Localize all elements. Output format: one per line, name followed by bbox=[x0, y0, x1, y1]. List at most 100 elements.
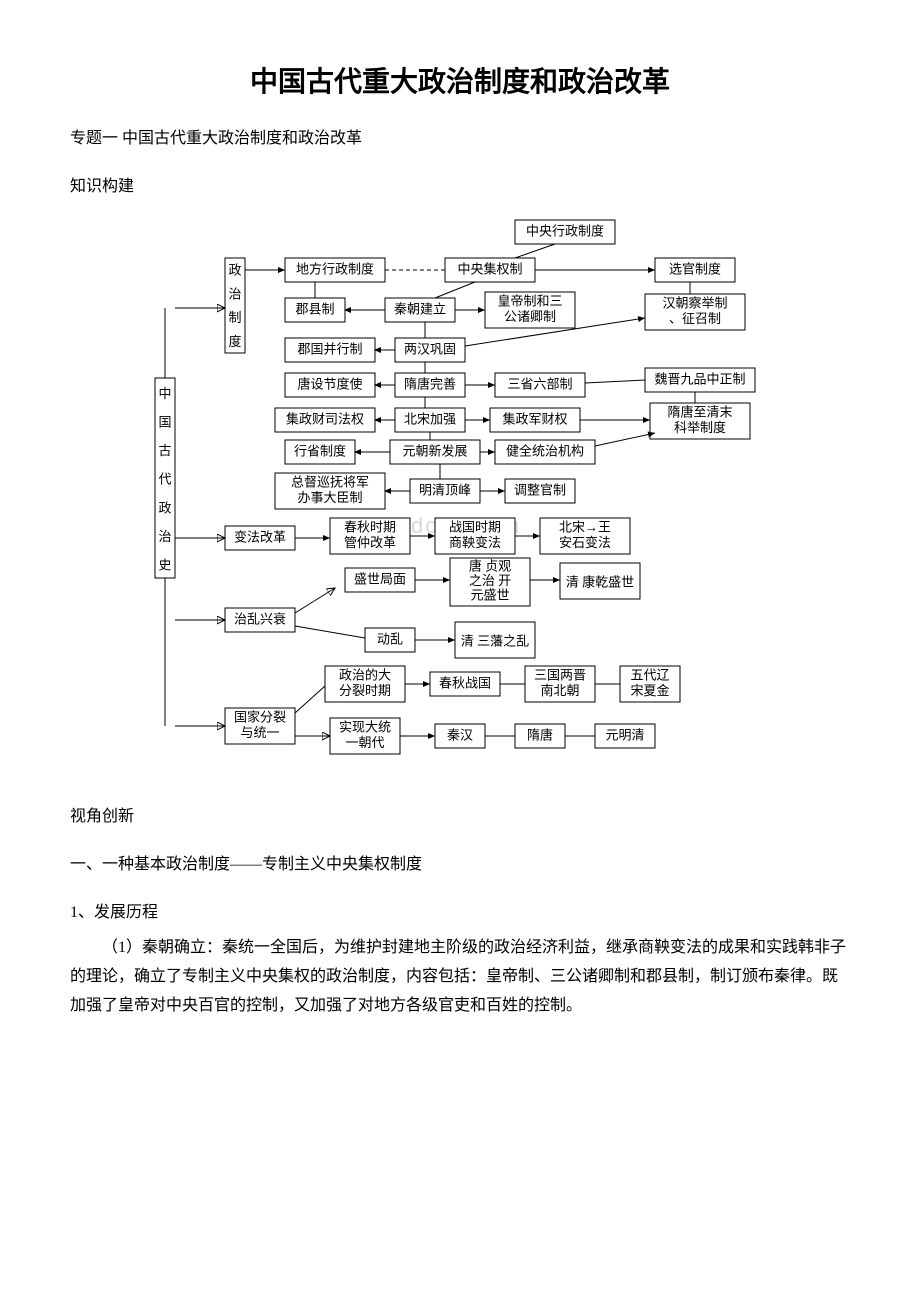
svg-text:秦汉: 秦汉 bbox=[447, 728, 473, 743]
edge-cent-cadmin bbox=[515, 244, 555, 258]
svg-text:总督巡抚将军: 总督巡抚将军 bbox=[291, 474, 369, 489]
node-bfgg: 变法改革 bbox=[225, 526, 295, 550]
svg-text:国: 国 bbox=[158, 415, 171, 430]
node-qingss: 清 康乾盛世 bbox=[560, 563, 640, 599]
node-yuan: 元朝新发展 bbox=[390, 440, 480, 464]
svg-text:春秋时期: 春秋时期 bbox=[344, 519, 396, 534]
svg-text:隋唐: 隋唐 bbox=[527, 728, 553, 743]
node-wdl: 五代辽宋夏金 bbox=[620, 666, 680, 702]
node-cent: 中央集权制 bbox=[445, 258, 535, 282]
node-jjcq: 集政军财权 bbox=[490, 408, 580, 432]
node-bswas: 北宋→王安石变法 bbox=[540, 518, 630, 554]
svg-text:商鞅变法: 商鞅变法 bbox=[449, 535, 501, 550]
svg-text:动乱: 动乱 bbox=[377, 632, 403, 647]
svg-text:隋唐至清末: 隋唐至清末 bbox=[667, 404, 732, 419]
svg-text:郡国并行制: 郡国并行制 bbox=[297, 342, 362, 357]
svg-text:制: 制 bbox=[228, 310, 241, 325]
svg-text:健全统治机构: 健全统治机构 bbox=[506, 444, 584, 459]
svg-text:安石变法: 安石变法 bbox=[559, 535, 611, 550]
svg-text:调整官制: 调整官制 bbox=[514, 483, 566, 498]
svg-text:清 三藩之乱: 清 三藩之乱 bbox=[461, 634, 529, 649]
svg-text:清 康乾盛世: 清 康乾盛世 bbox=[566, 575, 634, 590]
svg-text:北宋→王: 北宋→王 bbox=[559, 519, 611, 534]
node-hancha: 汉朝察举制、征召制 bbox=[645, 294, 745, 330]
svg-text:治: 治 bbox=[158, 529, 171, 544]
svg-text:集政军财权: 集政军财权 bbox=[502, 412, 567, 427]
node-gjfl: 国家分裂与统一 bbox=[225, 708, 295, 744]
node-pol: 政治制度 bbox=[225, 258, 245, 353]
svg-text:地方行政制度: 地方行政制度 bbox=[296, 262, 374, 277]
node-root: 中国古代政治史 bbox=[155, 378, 175, 578]
svg-text:隋唐完善: 隋唐完善 bbox=[404, 377, 456, 392]
page-title: 中国古代重大政治制度和政治改革 bbox=[70, 60, 850, 100]
svg-text:战国时期: 战国时期 bbox=[449, 519, 501, 534]
svg-text:两汉巩固: 两汉巩固 bbox=[404, 342, 456, 357]
node-hangu: 两汉巩固 bbox=[395, 338, 465, 362]
svg-text:唐设节度使: 唐设节度使 bbox=[297, 377, 362, 392]
svg-text:政: 政 bbox=[158, 500, 171, 515]
node-jgbx: 郡国并行制 bbox=[285, 338, 375, 362]
svg-text:元明清: 元明清 bbox=[605, 728, 644, 743]
svg-text:集政财司法权: 集政财司法权 bbox=[286, 412, 364, 427]
svg-text:与统一: 与统一 bbox=[240, 725, 279, 740]
svg-text:分裂时期: 分裂时期 bbox=[339, 683, 391, 698]
node-jiedu: 唐设节度使 bbox=[285, 373, 375, 397]
svg-text:汉朝察举制: 汉朝察举制 bbox=[662, 295, 727, 310]
node-zzdfl: 政治的大分裂时期 bbox=[325, 666, 405, 702]
svg-text:北宋加强: 北宋加强 bbox=[404, 412, 456, 427]
node-zlxs: 治乱兴衰 bbox=[225, 608, 295, 632]
svg-text:明清顶峰: 明清顶峰 bbox=[419, 483, 471, 498]
node-jcsf: 集政财司法权 bbox=[275, 408, 375, 432]
section-sub1: 1、发展历程 bbox=[70, 898, 850, 922]
node-tzgz: 调整官制 bbox=[505, 479, 575, 503]
svg-text:实现大统: 实现大统 bbox=[339, 719, 391, 734]
svg-text:唐 贞观: 唐 贞观 bbox=[469, 558, 511, 573]
node-dongluan: 动乱 bbox=[365, 628, 415, 652]
knowledge-flowchart: www bdocx com中国古代政治史政治制度地方行政制度中央集权制中央行政制… bbox=[135, 208, 785, 778]
svg-text:一朝代: 一朝代 bbox=[345, 735, 384, 750]
svg-text:魏晋九品中正制: 魏晋九品中正制 bbox=[654, 372, 745, 387]
node-jqtz: 健全统治机构 bbox=[495, 440, 595, 464]
edge-zlxs-dongluan bbox=[295, 626, 365, 638]
svg-text:代: 代 bbox=[158, 472, 171, 487]
node-suitang: 隋唐完善 bbox=[395, 373, 465, 397]
svg-text:管仲改革: 管仲改革 bbox=[344, 535, 396, 550]
topic-subtitle: 专题一 中国古代重大政治制度和政治改革 bbox=[70, 124, 850, 148]
svg-text:治乱兴衰: 治乱兴衰 bbox=[234, 612, 286, 627]
node-sfzl: 清 三藩之乱 bbox=[455, 622, 535, 658]
node-loc: 地方行政制度 bbox=[285, 258, 385, 282]
svg-text:元盛世: 元盛世 bbox=[470, 587, 509, 602]
section-perspective: 视角创新 bbox=[70, 802, 850, 826]
node-sel: 选官制度 bbox=[655, 258, 735, 282]
section-topic1: 一、一种基本政治制度——专制主义中央集权制度 bbox=[70, 850, 850, 874]
section-knowledge: 知识构建 bbox=[70, 172, 850, 196]
node-zgsy: 战国时期商鞅变法 bbox=[435, 518, 515, 554]
svg-text:公诸卿制: 公诸卿制 bbox=[504, 309, 556, 324]
svg-text:中央行政制度: 中央行政制度 bbox=[526, 224, 604, 239]
edge-gjfl-zzdfl bbox=[295, 686, 325, 713]
node-zdxf: 总督巡抚将军办事大臣制 bbox=[275, 473, 385, 509]
edge-zlxs-ssjm bbox=[295, 588, 335, 613]
node-qin: 秦朝建立 bbox=[385, 298, 455, 322]
svg-text:之治 开: 之治 开 bbox=[469, 573, 511, 588]
node-suit2: 隋唐 bbox=[515, 724, 565, 748]
svg-text:三国两晋: 三国两晋 bbox=[534, 667, 586, 682]
node-sansheng: 三省六部制 bbox=[495, 373, 585, 397]
svg-text:春秋战国: 春秋战国 bbox=[439, 676, 491, 691]
edge-qin-cent bbox=[435, 282, 475, 298]
svg-text:选官制度: 选官制度 bbox=[669, 262, 721, 277]
node-qinhan: 秦汉 bbox=[435, 724, 485, 748]
svg-text:度: 度 bbox=[228, 334, 241, 349]
svg-text:元朝新发展: 元朝新发展 bbox=[402, 444, 467, 459]
svg-text:郡县制: 郡县制 bbox=[295, 302, 334, 317]
svg-text:变法改革: 变法改革 bbox=[234, 530, 286, 545]
node-sxdt: 实现大统一朝代 bbox=[330, 718, 400, 754]
svg-text:三省六部制: 三省六部制 bbox=[507, 377, 572, 392]
svg-text:科举制度: 科举制度 bbox=[674, 420, 726, 435]
svg-text:秦朝建立: 秦朝建立 bbox=[394, 302, 446, 317]
svg-text:、征召制: 、征召制 bbox=[669, 311, 721, 326]
svg-text:宋夏金: 宋夏金 bbox=[630, 683, 669, 698]
svg-text:五代辽: 五代辽 bbox=[630, 667, 669, 682]
node-ymq: 元明清 bbox=[595, 724, 655, 748]
svg-text:政: 政 bbox=[228, 263, 241, 278]
